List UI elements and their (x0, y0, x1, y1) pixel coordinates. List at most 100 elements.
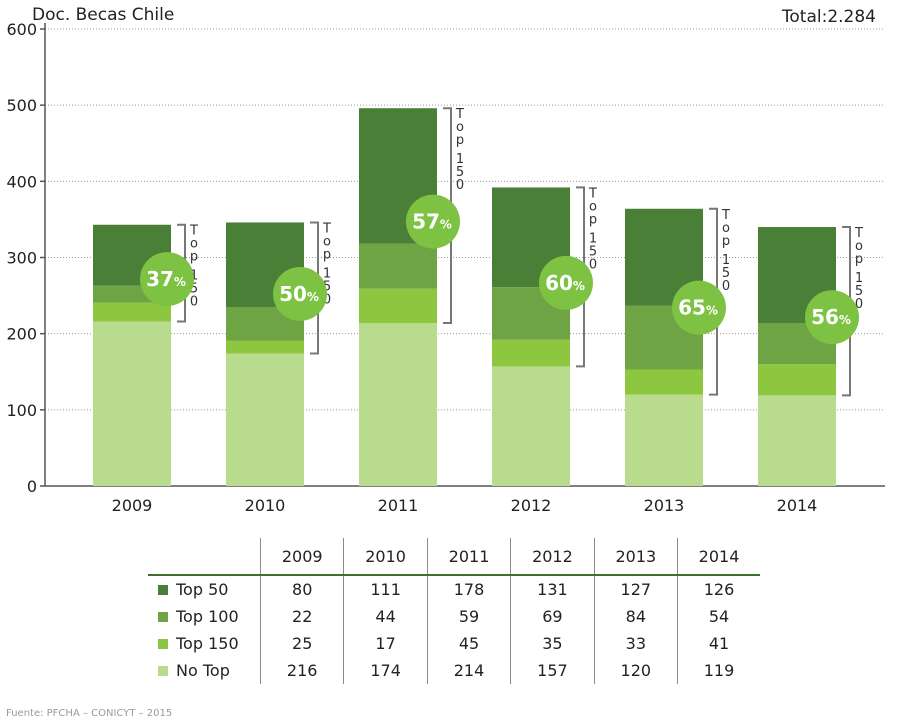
table-row-label: No Top (148, 657, 261, 684)
table-cell: 119 (677, 657, 760, 684)
percentage-badge (672, 280, 726, 335)
x-tick-label: 2012 (511, 496, 552, 515)
bar-segment (93, 302, 171, 322)
bracket-label-glyph: o (456, 120, 464, 135)
percentage-label: 65% (678, 296, 718, 320)
bracket-label-glyph: T (588, 186, 597, 201)
percentage-label: 60% (545, 271, 585, 295)
table-row: Top 50 80 111 178 131 127 126 (148, 574, 760, 603)
bracket-label-glyph: T (189, 224, 198, 239)
percentage-label: 57% (412, 210, 452, 234)
bracket-label-glyph: 5 (323, 279, 331, 294)
table-row: No Top 216 174 214 157 120 119 (148, 657, 760, 684)
bracket-label-glyph: 5 (855, 284, 863, 299)
table-cell: 54 (677, 603, 760, 630)
table-cell: 84 (593, 603, 678, 630)
table-cell: 33 (593, 630, 678, 657)
table-header-cell: 2009 (259, 538, 344, 575)
bracket-label-glyph: 0 (589, 257, 597, 272)
bracket-label-glyph: 0 (456, 178, 464, 193)
y-tick-label: 0 (27, 477, 37, 496)
bracket-label-glyph: 1 (722, 253, 730, 268)
bracket-label-glyph: 5 (190, 282, 198, 297)
bracket-label-glyph: 1 (589, 231, 597, 246)
x-tick-label: 2013 (644, 496, 685, 515)
bracket-label-glyph: 1 (323, 266, 331, 281)
table-cell: 214 (426, 657, 511, 684)
table-cell: 59 (426, 603, 511, 630)
bracket-label-glyph: 5 (589, 244, 597, 259)
bar-segment (359, 243, 437, 289)
bracket-label-glyph: 0 (855, 297, 863, 312)
table-cell: 157 (510, 657, 595, 684)
table-row: Top 150 25 17 45 35 33 41 (148, 630, 760, 657)
bar-segment (758, 395, 836, 486)
bracket-label-glyph: T (854, 226, 863, 241)
y-tick-label: 200 (6, 325, 37, 344)
table-cell: 69 (510, 603, 595, 630)
table-row-label: Top 150 (148, 630, 261, 657)
table-header-row: 2009 2010 2011 2012 2013 2014 (148, 538, 760, 575)
legend-swatch (158, 666, 168, 676)
bracket-label-glyph: o (855, 239, 863, 254)
table-cell: 25 (259, 630, 344, 657)
table-header-cell: 2014 (677, 538, 760, 575)
table-cell: 131 (510, 574, 595, 603)
bracket-label-glyph: o (589, 199, 597, 214)
bar-segment (226, 340, 304, 354)
percentage-badge (140, 252, 194, 307)
percentage-badge (539, 255, 593, 310)
percentage-label: 50% (279, 282, 319, 306)
table-header-cell: 2013 (593, 538, 678, 575)
bracket-label-glyph: 1 (456, 152, 464, 167)
bracket-label-glyph: o (190, 237, 198, 252)
bracket-label-glyph: 0 (190, 295, 198, 310)
table-row-label: Top 100 (148, 603, 261, 630)
x-tick-label: 2014 (777, 496, 818, 515)
y-tick-label: 500 (6, 96, 37, 115)
x-tick-label: 2010 (245, 496, 286, 515)
percentage-badge (805, 290, 859, 345)
bracket-label-glyph: T (455, 107, 464, 122)
bar-segment (492, 366, 570, 486)
table-cell: 44 (343, 603, 428, 630)
bracket-label-glyph: p (323, 247, 331, 262)
chart-title: Doc. Becas Chile (32, 5, 174, 25)
x-tick-label: 2009 (112, 496, 153, 515)
bracket-label-glyph: o (323, 234, 331, 249)
bracket-label-glyph: 0 (323, 292, 331, 307)
bar-segment (625, 369, 703, 395)
bar-segment (492, 339, 570, 367)
x-tick-label: 2011 (378, 496, 419, 515)
table-cell: 80 (259, 574, 344, 603)
table-header-cell: 2012 (510, 538, 595, 575)
table-cell: 41 (677, 630, 760, 657)
bracket-label-glyph: o (722, 221, 730, 236)
y-tick-label: 300 (6, 249, 37, 268)
table-cell: 127 (593, 574, 678, 603)
y-tick-label: 100 (6, 401, 37, 420)
bar-segment (93, 321, 171, 486)
table-cell: 174 (343, 657, 428, 684)
y-tick-label: 600 (6, 20, 37, 39)
percentage-label: 56% (811, 305, 851, 329)
bracket-label-glyph: p (190, 250, 198, 265)
percentage-label: 37% (146, 267, 186, 291)
table-cell: 126 (677, 574, 760, 603)
bracket-label-glyph: p (722, 234, 730, 249)
table-cell: 17 (343, 630, 428, 657)
percentage-badge (406, 194, 460, 249)
legend-swatch (158, 612, 168, 622)
bracket-label-glyph: 5 (722, 266, 730, 281)
bracket-label-glyph: p (855, 252, 863, 267)
table-header-cell: 2011 (426, 538, 511, 575)
bar-segment (226, 353, 304, 486)
data-table: 2009 2010 2011 2012 2013 2014 Top 50 80 … (148, 538, 760, 684)
bracket-label-glyph: 0 (722, 279, 730, 294)
legend-swatch (158, 639, 168, 649)
bracket-label-glyph: T (721, 208, 730, 223)
table-cell: 45 (426, 630, 511, 657)
total-label: Total:2.284 (781, 7, 876, 27)
bar-segment (625, 394, 703, 486)
bar-segment (359, 323, 437, 486)
